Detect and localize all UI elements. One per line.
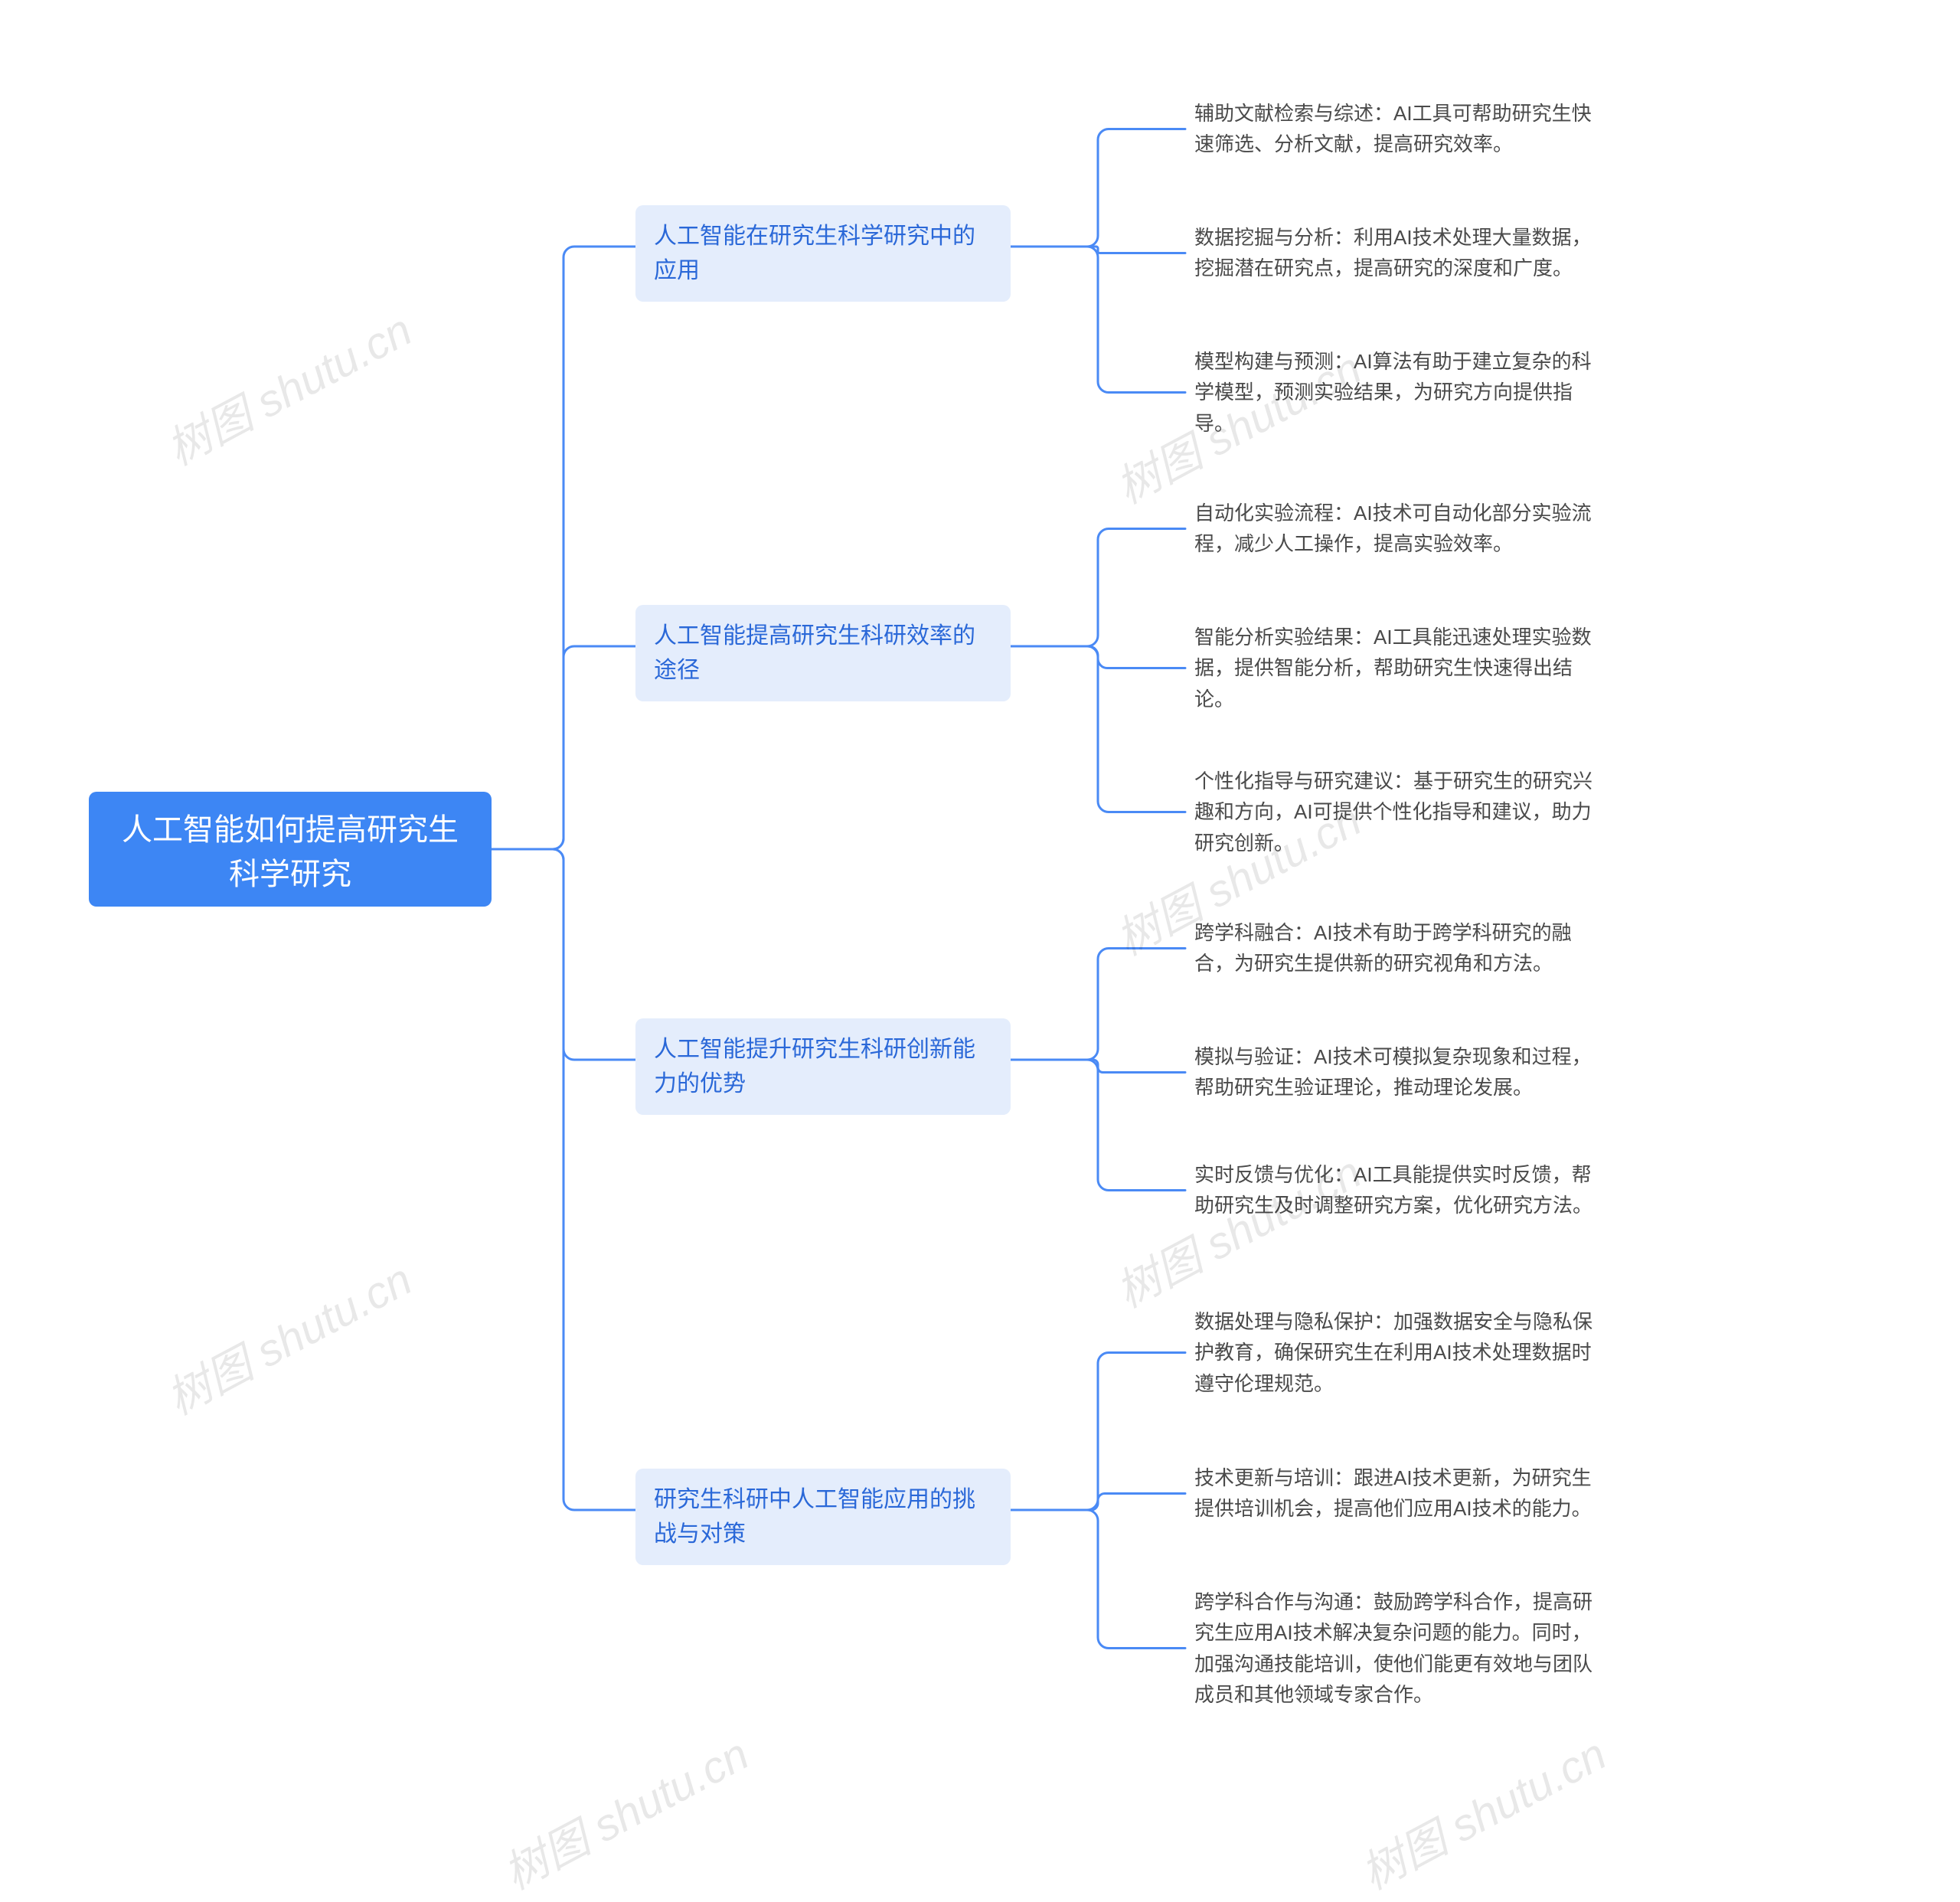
leaf-node: 模拟与验证：AI技术可模拟复杂现象和过程，帮助研究生验证理论，推动理论发展。	[1194, 1041, 1600, 1103]
leaf-node: 数据挖掘与分析：利用AI技术处理大量数据，挖掘潜在研究点，提高研究的深度和广度。	[1194, 222, 1600, 284]
leaf-label: 模拟与验证：AI技术可模拟复杂现象和过程，帮助研究生验证理论，推动理论发展。	[1194, 1045, 1592, 1099]
watermark-text: 树图 shutu.cn	[159, 1254, 420, 1424]
root-node[interactable]: 人工智能如何提高研究生科学研究	[89, 792, 492, 907]
leaf-label: 数据处理与隐私保护：加强数据安全与隐私保护教育，确保研究生在利用AI技术处理数据…	[1194, 1310, 1592, 1395]
leaf-node: 跨学科融合：AI技术有助于跨学科研究的融合，为研究生提供新的研究视角和方法。	[1194, 917, 1600, 979]
branch-node[interactable]: 人工智能提升研究生科研创新能力的优势	[635, 1018, 1011, 1115]
watermark-text: 树图 shutu.cn	[1354, 1729, 1615, 1899]
watermark: 树图 shutu.cn	[491, 1719, 759, 1902]
leaf-node: 自动化实验流程：AI技术可自动化部分实验流程，减少人工操作，提高实验效率。	[1194, 498, 1600, 560]
leaf-node: 技术更新与培训：跟进AI技术更新，为研究生提供培训机会，提高他们应用AI技术的能…	[1194, 1462, 1600, 1525]
leaf-label: 跨学科合作与沟通：鼓励跨学科合作，提高研究生应用AI技术解决复杂问题的能力。同时…	[1194, 1590, 1592, 1706]
branch-node[interactable]: 人工智能在研究生科学研究中的应用	[635, 205, 1011, 302]
leaf-node: 数据处理与隐私保护：加强数据安全与隐私保护教育，确保研究生在利用AI技术处理数据…	[1194, 1306, 1600, 1399]
leaf-label: 数据挖掘与分析：利用AI技术处理大量数据，挖掘潜在研究点，提高研究的深度和广度。	[1194, 226, 1592, 279]
leaf-label: 模型构建与预测：AI算法有助于建立复杂的科学模型，预测实验结果，为研究方向提供指…	[1194, 350, 1592, 435]
watermark-text: 树图 shutu.cn	[496, 1729, 757, 1899]
leaf-node: 辅助文献检索与综述：AI工具可帮助研究生快速筛选、分析文献，提高研究效率。	[1194, 98, 1600, 160]
branch-node[interactable]: 人工智能提高研究生科研效率的途径	[635, 605, 1011, 701]
root-label: 人工智能如何提高研究生科学研究	[116, 805, 464, 894]
branch-label: 人工智能在研究生科学研究中的应用	[654, 219, 992, 288]
leaf-node: 个性化指导与研究建议：基于研究生的研究兴趣和方向，AI可提供个性化指导和建议，助…	[1194, 766, 1600, 858]
leaf-node: 模型构建与预测：AI算法有助于建立复杂的科学模型，预测实验结果，为研究方向提供指…	[1194, 346, 1600, 439]
leaf-label: 技术更新与培训：跟进AI技术更新，为研究生提供培训机会，提高他们应用AI技术的能…	[1194, 1466, 1592, 1520]
branch-node[interactable]: 研究生科研中人工智能应用的挑战与对策	[635, 1469, 1011, 1565]
watermark: 树图 shutu.cn	[1348, 1719, 1616, 1902]
branch-label: 人工智能提高研究生科研效率的途径	[654, 619, 992, 688]
watermark-text: 树图 shutu.cn	[159, 305, 420, 475]
watermark: 树图 shutu.cn	[154, 295, 422, 478]
leaf-label: 跨学科融合：AI技术有助于跨学科研究的融合，为研究生提供新的研究视角和方法。	[1194, 921, 1572, 975]
leaf-node: 跨学科合作与沟通：鼓励跨学科合作，提高研究生应用AI技术解决复杂问题的能力。同时…	[1194, 1587, 1600, 1710]
leaf-label: 自动化实验流程：AI技术可自动化部分实验流程，减少人工操作，提高实验效率。	[1194, 502, 1592, 555]
leaf-label: 智能分析实验结果：AI工具能迅速处理实验数据，提供智能分析，帮助研究生快速得出结…	[1194, 626, 1592, 711]
watermark: 树图 shutu.cn	[154, 1244, 422, 1427]
leaf-label: 个性化指导与研究建议：基于研究生的研究兴趣和方向，AI可提供个性化指导和建议，助…	[1194, 770, 1592, 855]
branch-label: 研究生科研中人工智能应用的挑战与对策	[654, 1482, 992, 1551]
leaf-node: 智能分析实验结果：AI工具能迅速处理实验数据，提供智能分析，帮助研究生快速得出结…	[1194, 622, 1600, 714]
leaf-label: 辅助文献检索与综述：AI工具可帮助研究生快速筛选、分析文献，提高研究效率。	[1194, 102, 1592, 155]
leaf-node: 实时反馈与优化：AI工具能提供实时反馈，帮助研究生及时调整研究方案，优化研究方法…	[1194, 1159, 1600, 1221]
branch-label: 人工智能提升研究生科研创新能力的优势	[654, 1032, 992, 1101]
leaf-label: 实时反馈与优化：AI工具能提供实时反馈，帮助研究生及时调整研究方案，优化研究方法…	[1194, 1163, 1592, 1217]
